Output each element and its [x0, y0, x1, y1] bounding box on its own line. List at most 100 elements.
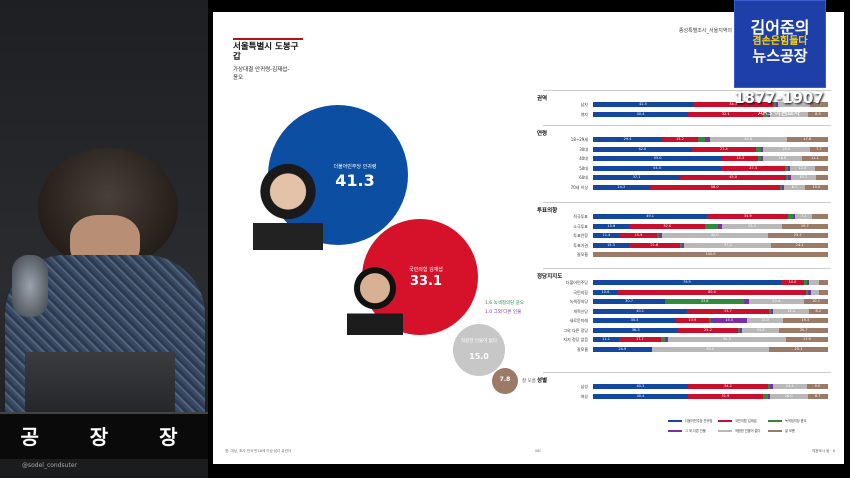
bar-segment: [804, 280, 807, 285]
bar-segment: [704, 137, 710, 142]
row-label: 잘모름: [576, 346, 588, 352]
legend-label: 그 외 다른 인물: [685, 429, 706, 433]
bar-segment: 7.7: [809, 102, 828, 107]
bar-segment: 24.3: [593, 184, 650, 190]
dont-know-label: 잘 모름: [522, 379, 536, 384]
bar-segment: 7.2: [795, 214, 813, 219]
bar-segment: [682, 242, 685, 248]
bar-segment: [808, 280, 819, 285]
legend-swatch: [668, 430, 682, 432]
stacked-bar: 36.3 25.2 15.8 20.7: [593, 327, 828, 333]
bar-segment: 15.2: [662, 137, 698, 142]
bar-segment: [818, 289, 828, 295]
bar-segment: 27.3: [721, 165, 786, 171]
name-plate: 공 장 장: [0, 415, 208, 455]
row-label: 그외 다른 정당: [563, 327, 588, 333]
bar-segment: [805, 289, 809, 295]
stacked-bar: 10.6 80.0: [593, 289, 828, 295]
name-plate-char: 장: [159, 424, 188, 449]
footer-page: 06Ϊ: [535, 449, 541, 453]
page-subtitle: 가상대결 안귀령-김재섭-윤오: [233, 67, 290, 81]
bar-segment: 13.5: [778, 102, 810, 107]
bar-segment: 37.1: [593, 175, 681, 180]
row-label: 지지 정당 없음: [563, 337, 588, 342]
legend-label: 국민의힘 김재섭: [735, 419, 757, 423]
legend-swatch: [668, 420, 682, 422]
show-logo: 김어준의 겸손은힘들다 뉴스공장: [734, 0, 826, 88]
legend-label: 더불어민주당 안귀령: [685, 419, 713, 423]
bar-segment: [770, 384, 773, 389]
bar-segment: 15.5: [710, 318, 748, 323]
legend-item: 녹색정의당 윤오: [768, 418, 818, 423]
legend-label: 녹색정의당 윤오: [785, 419, 807, 423]
bar-segment: 31.9: [687, 393, 763, 399]
stacked-bar: 29.4 15.2 32.8 17.6: [593, 137, 828, 142]
row-label: 적극투표: [573, 214, 588, 219]
legend-swatch: [768, 430, 782, 432]
row-label: 소극투표: [573, 223, 588, 229]
logo-line: 겸손은힘들다: [752, 36, 808, 47]
row-label: 60대: [579, 175, 588, 180]
bar-segment: 40.4: [593, 111, 688, 117]
stacked-bar: 54.5 27.3 10.8: [593, 165, 828, 171]
footer-note: 표: 대상, 조사 전국 만18세 이상 남녀 유권자: [225, 449, 292, 453]
bar-segment: [767, 393, 770, 399]
bar-segment: 42.0: [593, 146, 692, 152]
bar-segment: 55.0: [593, 156, 723, 161]
bar-segment: [810, 289, 819, 295]
bar-segment: [708, 318, 711, 323]
undecided-bubble: [453, 324, 505, 376]
stacked-bar: 11.1 17.7 50.3 17.9: [593, 337, 828, 342]
group-divider: [543, 125, 831, 126]
row-label: 투표안함: [573, 233, 588, 238]
row-label: 새로운미래: [569, 318, 588, 323]
bar-segment: 32.1: [687, 111, 764, 117]
footer-source: 예응조사 됨 · 8: [812, 449, 835, 453]
bar-segment: [771, 308, 774, 314]
legend-item: 잘 모름: [768, 428, 818, 433]
bar-segment: 33.6: [665, 299, 745, 304]
candidate-value: 41.3: [335, 171, 375, 190]
bar-segment: [704, 223, 718, 229]
bar-segment: [768, 384, 771, 389]
bar-segment: 32.8: [709, 137, 787, 142]
bar-segment: 23.4: [748, 299, 804, 304]
row-label: 18~29세: [570, 137, 588, 142]
bar-segment: 34.7: [687, 308, 769, 314]
bar-segment: 40.1: [593, 308, 688, 314]
bar-segment: [760, 146, 763, 152]
group-divider: [543, 268, 831, 269]
bar-segment: [758, 156, 761, 161]
minor-candidate-label: 1.0 그외 다른 인물: [485, 310, 522, 315]
legend-item: 더불어민주당 안귀령: [668, 418, 718, 423]
bar-segment: [818, 280, 828, 285]
bar-segment: 56.0: [649, 184, 780, 190]
name-plate-char: 공: [20, 424, 49, 449]
bar-segment: 34.9: [707, 214, 789, 219]
bar-segment: [665, 337, 668, 342]
row-label: 30대: [579, 146, 588, 152]
bar-segment: [808, 289, 811, 295]
bar-segment: 10.3: [803, 299, 828, 304]
stacked-bar: 79.9 10.0: [593, 280, 828, 285]
bar-segment: [737, 327, 740, 333]
legend-swatch: [718, 420, 732, 422]
group-divider: [543, 372, 831, 373]
legend-swatch: [768, 420, 782, 422]
stacked-bar: 40.1 34.7 15.0 8.2: [593, 308, 828, 314]
bar-segment: 10.8: [789, 165, 816, 171]
bar-segment: 16.0: [770, 111, 808, 117]
row-label: 여성: [580, 393, 588, 399]
bar-segment: [679, 242, 683, 248]
group-label: 연령: [537, 131, 548, 137]
poll-type: ARS 여론조사: [757, 109, 801, 117]
bar-segment: 49.1: [593, 214, 708, 219]
row-label: 개혁신당: [573, 308, 588, 314]
bar-segment: 19.3: [782, 318, 828, 323]
stacked-bar: 30.7 33.6 23.4 10.3: [593, 299, 828, 304]
bar-segment: 8.2: [808, 308, 828, 314]
bar-segment: [806, 280, 809, 285]
group-label: 권역: [537, 96, 548, 102]
candidate-label: 더불어민주당 안귀령: [333, 164, 377, 170]
candidate-photo-an: [253, 160, 323, 250]
